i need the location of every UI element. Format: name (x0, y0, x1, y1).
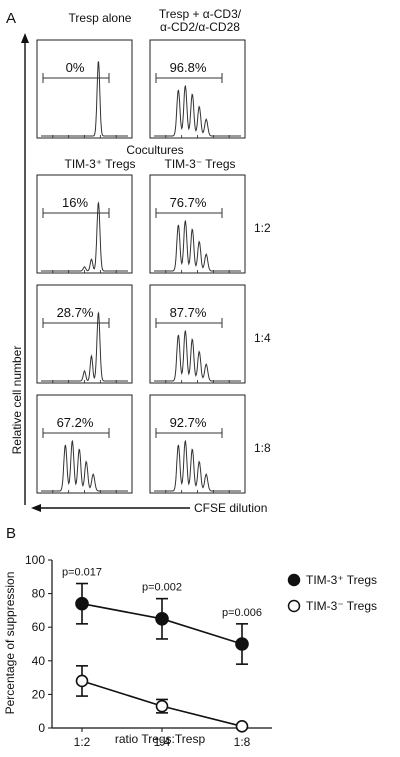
x-axis-arrow (31, 504, 190, 512)
y-axis-label: Relative cell number (10, 346, 24, 455)
chart-b-xlabel: ratio Tregs:Tresp (115, 732, 206, 746)
gate-percentage-label: 0% (66, 60, 85, 75)
histogram-panel: 96.8% (149, 39, 246, 139)
histogram-panel: 87.7% (149, 284, 246, 384)
histogram-trace (41, 61, 128, 137)
legend-label: TIM-3⁺ Tregs (306, 573, 377, 587)
tim3-pos-point (75, 596, 89, 611)
legend-marker (287, 573, 301, 587)
histogram-frame (36, 284, 133, 384)
histogram-trace (154, 84, 241, 137)
histogram-trace (41, 439, 128, 492)
histogram-panel: 0% (36, 39, 133, 139)
gate-percentage-label: 92.7% (170, 415, 207, 430)
histogram-frame (36, 39, 133, 139)
histogram-panel: 92.7% (149, 394, 246, 494)
gate-percentage-label: 28.7% (57, 305, 94, 320)
chart-b-ylabel: Percentage of suppression (3, 572, 17, 715)
histogram-panel: 67.2% (36, 394, 133, 494)
x-tick-label: 1:4 (154, 735, 171, 749)
y-tick-label: 100 (25, 553, 45, 567)
legend-marker (287, 599, 301, 613)
column-tim3-pos-label: TIM-3⁺ Tregs (64, 157, 135, 171)
panel-a-letter: A (6, 10, 16, 27)
header-stim-line1: Tresp + α-CD3/ (159, 7, 242, 21)
ratio-label-1-2: 1:2 (254, 221, 271, 235)
y-axis-arrow (21, 33, 29, 505)
histogram-trace (154, 329, 241, 382)
p-value-annotation: p=0.017 (62, 567, 102, 579)
p-value-annotation: p=0.002 (142, 582, 182, 594)
header-tresp-alone: Tresp alone (69, 11, 132, 25)
ratio-label-1-8: 1:8 (254, 441, 271, 455)
histogram-trace (154, 439, 241, 492)
panel-b-letter: B (6, 525, 16, 542)
y-tick-label: 40 (32, 654, 46, 668)
histogram-panel: 16% (36, 174, 133, 274)
ratio-label-1-4: 1:4 (254, 331, 271, 345)
suppression-chart: 0 20 40 60 80 100 1:2 1:4 1:8 p=0.017 p=0.002 p=0.0… (25, 553, 272, 749)
gate-percentage-label: 67.2% (57, 415, 94, 430)
histogram-trace (41, 311, 128, 382)
histogram-trace (41, 201, 128, 272)
x-tick-label: 1:8 (234, 735, 251, 749)
histogram-frame (36, 174, 133, 274)
tim3-neg-point (155, 699, 169, 713)
header-stim-line2: α-CD2/α-CD28 (160, 20, 240, 34)
gate-percentage-label: 16% (62, 195, 88, 210)
gate-percentage-label: 76.7% (170, 195, 207, 210)
cocultures-title: Cocultures (126, 143, 183, 157)
y-tick-label: 60 (32, 620, 46, 634)
legend-label: TIM-3⁻ Tregs (306, 599, 377, 613)
histogram-panel: 28.7% (36, 284, 133, 384)
p-value-annotation: p=0.006 (222, 607, 262, 619)
tim3-pos-point (235, 637, 249, 651)
tim3-neg-point (235, 720, 249, 733)
histogram-panel: 76.7% (149, 174, 246, 274)
suppression-legend: TIM-3⁺ Tregs TIM-3⁻ Tregs (287, 573, 377, 613)
y-tick-label: 0 (38, 721, 45, 735)
y-tick-label: 20 (32, 687, 46, 701)
column-tim3-neg-label: TIM-3⁻ Tregs (164, 157, 235, 171)
tim3-neg-point (75, 674, 89, 688)
gate-percentage-label: 96.8% (170, 60, 207, 75)
tim3-pos-point (155, 611, 169, 626)
x-tick-label: 1:2 (74, 735, 91, 749)
gate-percentage-label: 87.7% (170, 305, 207, 320)
histogram-trace (154, 219, 241, 272)
x-axis-label: CFSE dilution (194, 501, 267, 515)
y-tick-label: 80 (32, 587, 46, 601)
histogram-panels: 0% 96.8% 16% 76.7% 28.7% 87.7% 67.2% 92.7% (36, 39, 246, 494)
